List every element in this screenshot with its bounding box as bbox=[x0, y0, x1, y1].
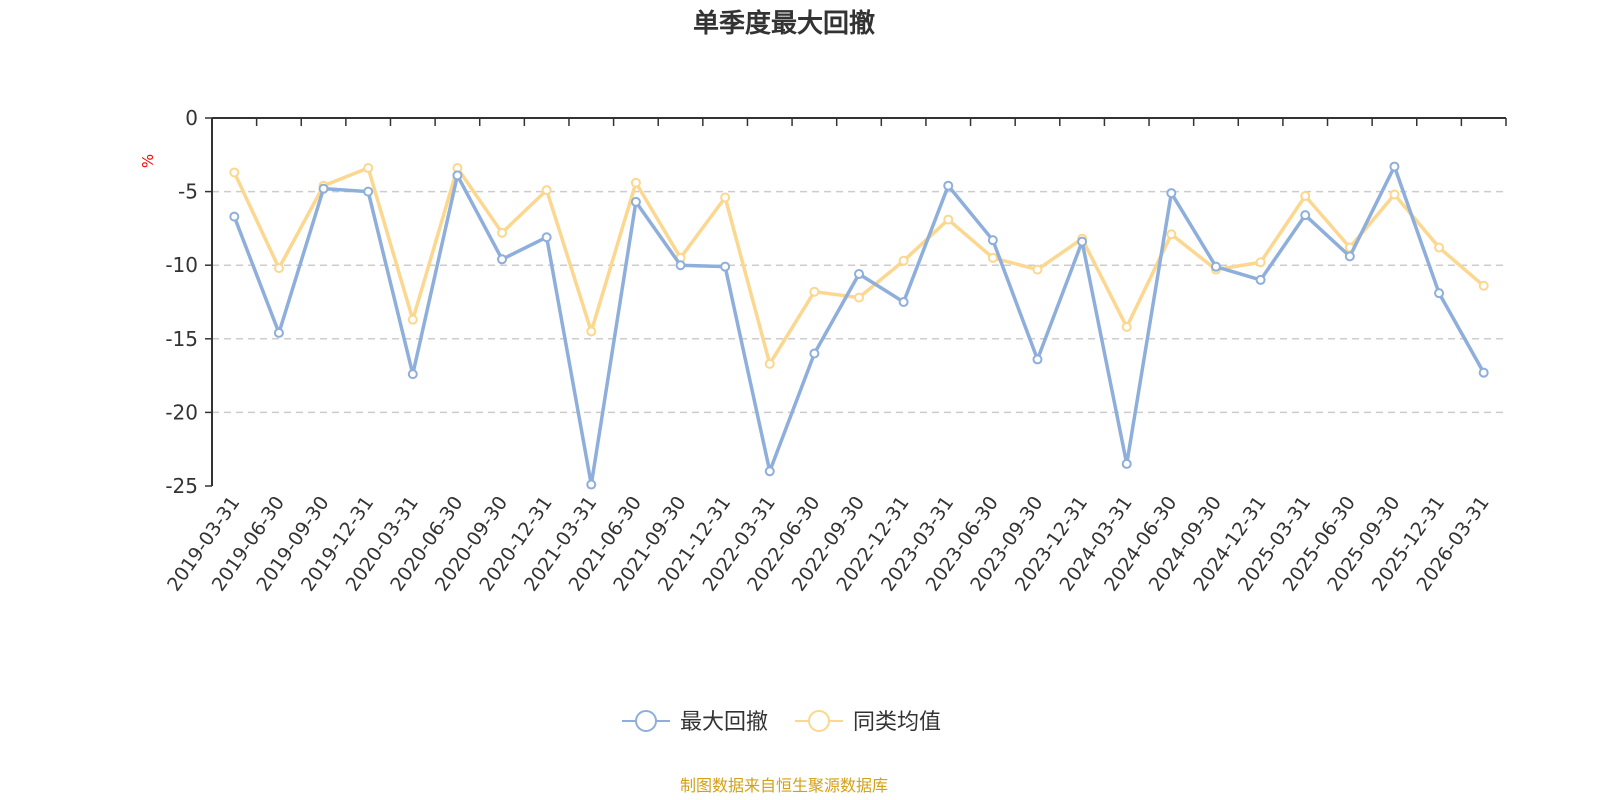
data-point bbox=[1032, 354, 1043, 365]
data-point bbox=[1255, 257, 1266, 268]
data-point bbox=[1434, 242, 1445, 253]
y-tick-label: -10 bbox=[165, 253, 198, 277]
legend-item-1[interactable]: 同类均值 bbox=[795, 710, 941, 735]
data-point bbox=[1478, 367, 1489, 378]
data-point bbox=[854, 269, 864, 280]
data-point bbox=[1121, 458, 1132, 469]
data-point bbox=[764, 358, 775, 369]
legend-label: 最大回撤 bbox=[680, 710, 768, 735]
y-tick-label: 0 bbox=[185, 106, 198, 130]
data-point bbox=[1032, 264, 1043, 275]
data-point bbox=[764, 466, 775, 477]
y-tick-label: -20 bbox=[165, 400, 198, 424]
data-point bbox=[943, 214, 954, 225]
data-point bbox=[1389, 161, 1400, 172]
data-point bbox=[363, 163, 374, 174]
y-axis-unit: % bbox=[139, 154, 157, 168]
data-point bbox=[1210, 261, 1221, 272]
data-point bbox=[1434, 288, 1445, 299]
x-axis-ticks: 2019-03-312019-06-302019-09-302019-12-31… bbox=[163, 492, 1494, 595]
data-point bbox=[1255, 274, 1266, 285]
data-point bbox=[630, 196, 641, 207]
legend-label: 同类均值 bbox=[853, 710, 941, 735]
data-point bbox=[898, 297, 909, 307]
data-point bbox=[273, 263, 284, 274]
data-point bbox=[229, 211, 240, 222]
data-point bbox=[943, 180, 954, 191]
data-point bbox=[1389, 189, 1400, 200]
data-point bbox=[586, 479, 597, 490]
data-point bbox=[987, 252, 998, 263]
data-point bbox=[1344, 251, 1355, 262]
data-point bbox=[273, 327, 284, 338]
data-point bbox=[407, 314, 418, 325]
y-tick-label: -5 bbox=[178, 180, 198, 204]
data-point bbox=[1166, 229, 1177, 240]
axes bbox=[211, 117, 1507, 486]
y-axis-ticks: 0 -5 -10 -15 -20 -25 bbox=[165, 106, 212, 498]
data-point bbox=[229, 167, 240, 178]
data-point bbox=[497, 254, 508, 265]
data-point bbox=[541, 185, 552, 196]
data-point bbox=[586, 326, 597, 337]
data-point bbox=[1478, 280, 1489, 291]
data-point bbox=[1077, 236, 1088, 247]
data-point bbox=[1121, 322, 1132, 333]
data-point bbox=[1300, 191, 1311, 202]
data-point bbox=[720, 192, 731, 203]
data-point bbox=[363, 186, 374, 197]
data-point bbox=[497, 227, 508, 238]
legend-marker-icon bbox=[808, 710, 830, 732]
data-point bbox=[675, 260, 686, 271]
data-point bbox=[452, 170, 463, 181]
data-point bbox=[720, 261, 731, 272]
y-tick-label: -15 bbox=[165, 327, 198, 351]
data-point bbox=[407, 369, 418, 380]
legend-marker-icon bbox=[635, 710, 657, 732]
data-point bbox=[809, 348, 820, 359]
data-point bbox=[898, 255, 909, 266]
data-point bbox=[630, 177, 641, 188]
y-tick-label: -25 bbox=[165, 474, 198, 498]
data-point bbox=[987, 235, 998, 246]
data-point bbox=[809, 286, 820, 297]
legend-item-0[interactable]: 最大回撤 bbox=[622, 710, 768, 735]
series-layer bbox=[229, 161, 1489, 490]
legend[interactable]: 最大回撤 同类均值 bbox=[622, 710, 941, 735]
data-point bbox=[318, 183, 329, 194]
data-point bbox=[1166, 188, 1177, 199]
series-line-0 bbox=[232, 164, 1486, 487]
data-point bbox=[541, 232, 552, 243]
data-point bbox=[1300, 210, 1311, 221]
chart-title: 单季度最大回撤 bbox=[693, 8, 875, 39]
data-source-note: 制图数据来自恒生聚源数据库 bbox=[680, 776, 888, 795]
data-point bbox=[854, 292, 864, 303]
